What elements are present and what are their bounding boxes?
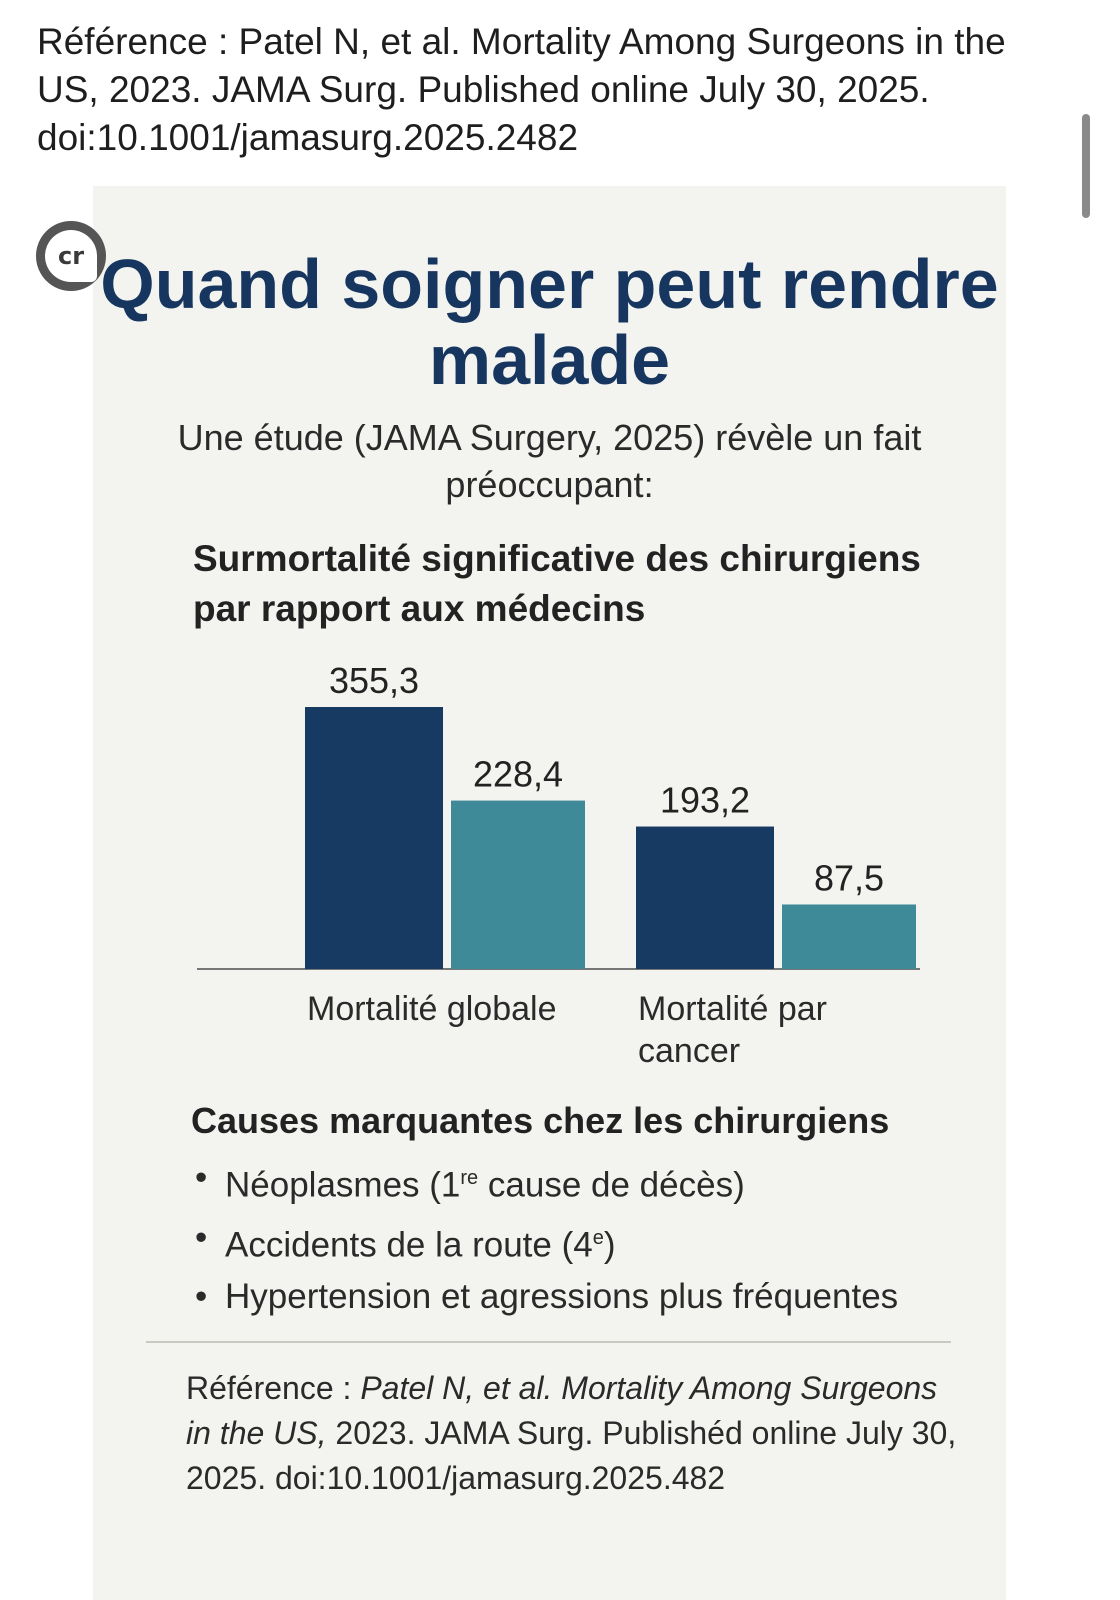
scrollbar[interactable] [1082,114,1090,218]
list-item: Accidents de la route (4e) [191,1212,991,1272]
bar-value-label: 228,4 [473,754,563,795]
reference-text: Référence : Patel N, et al. Mortality Am… [37,21,1006,158]
avatar[interactable]: cr [36,221,106,291]
chat-bubble-icon: cr [45,230,97,282]
bar [451,800,585,969]
category-label-line: Mortalité par [638,990,827,1028]
infographic-title: Quand soigner peut rendre malade [100,245,999,399]
category-label-line: cancer [638,1032,740,1070]
footer-reference: Référence : Patel N, et al. Mortality Am… [186,1370,957,1496]
chart-title: Surmortalité significative des chirurgie… [193,538,921,629]
bar-value-label: 355,3 [329,660,419,701]
bar [782,904,916,969]
infographic-subtitle: Une étude (JAMA Surgery, 2025) révèle un… [177,417,922,505]
bar [636,826,774,969]
bar [305,707,443,969]
bar-value-label: 87,5 [814,857,884,898]
causes-list: Néoplasmes (1re cause de décès) Accident… [191,1152,991,1323]
bar-chart: 355,3 228,4 193,2 87,5 Mortalité globale Mo… [197,660,920,1070]
list-item: Hypertension et agressions plus fréquent… [191,1271,991,1323]
list-item: Néoplasmes (1re cause de décès) [191,1152,991,1212]
bar-value-label: 193,2 [660,780,750,821]
infographic-card: Quand soigner peut rendre malade Une étu… [93,186,1006,1600]
divider [146,1341,951,1343]
causes-title: Causes marquantes chez les chirurgiens [191,1100,890,1141]
category-label: Mortalité globale [307,990,556,1028]
category-label: Mortalité par cancer [638,990,836,1070]
